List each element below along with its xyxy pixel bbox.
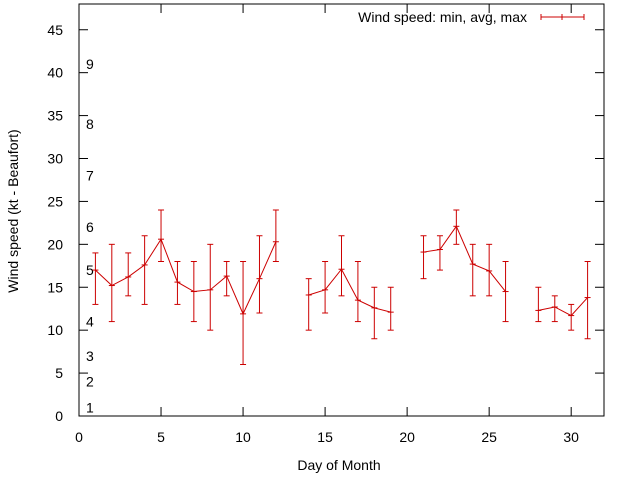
- beaufort-label: 8: [86, 116, 94, 132]
- beaufort-label: 4: [86, 314, 94, 330]
- legend-label: Wind speed: min, avg, max: [358, 9, 527, 25]
- x-tick-label: 30: [563, 429, 579, 445]
- x-axis-label: Day of Month: [297, 457, 380, 473]
- y-tick-label: 0: [55, 408, 63, 424]
- plot-border: [78, 3, 605, 417]
- x-tick-label: 0: [75, 429, 83, 445]
- x-tick-label: 15: [317, 429, 333, 445]
- series-line: [423, 225, 506, 292]
- x-tick-label: 5: [157, 429, 165, 445]
- series-line: [95, 238, 277, 316]
- beaufort-label: 2: [86, 374, 94, 390]
- x-tick-label: 25: [481, 429, 497, 445]
- y-tick-label: 25: [47, 193, 63, 209]
- y-tick-label: 20: [47, 236, 63, 252]
- y-tick-label: 30: [47, 151, 63, 167]
- beaufort-label: 5: [86, 262, 94, 278]
- x-tick-label: 10: [235, 429, 251, 445]
- beaufort-label: 7: [86, 168, 94, 184]
- beaufort-label: 1: [86, 399, 94, 415]
- y-tick-label: 35: [47, 108, 63, 124]
- series-line: [538, 297, 588, 317]
- y-tick-label: 45: [47, 22, 63, 38]
- y-tick-label: 15: [47, 279, 63, 295]
- y-tick-label: 5: [55, 365, 63, 381]
- series-line: [308, 268, 391, 313]
- y-axis-label: Wind speed (kt - Beaufort): [5, 129, 21, 292]
- y-tick-label: 40: [47, 65, 63, 81]
- beaufort-label: 9: [86, 56, 94, 72]
- beaufort-label: 3: [86, 348, 94, 364]
- x-tick-label: 20: [399, 429, 415, 445]
- beaufort-label: 6: [86, 219, 94, 235]
- y-tick-label: 10: [47, 322, 63, 338]
